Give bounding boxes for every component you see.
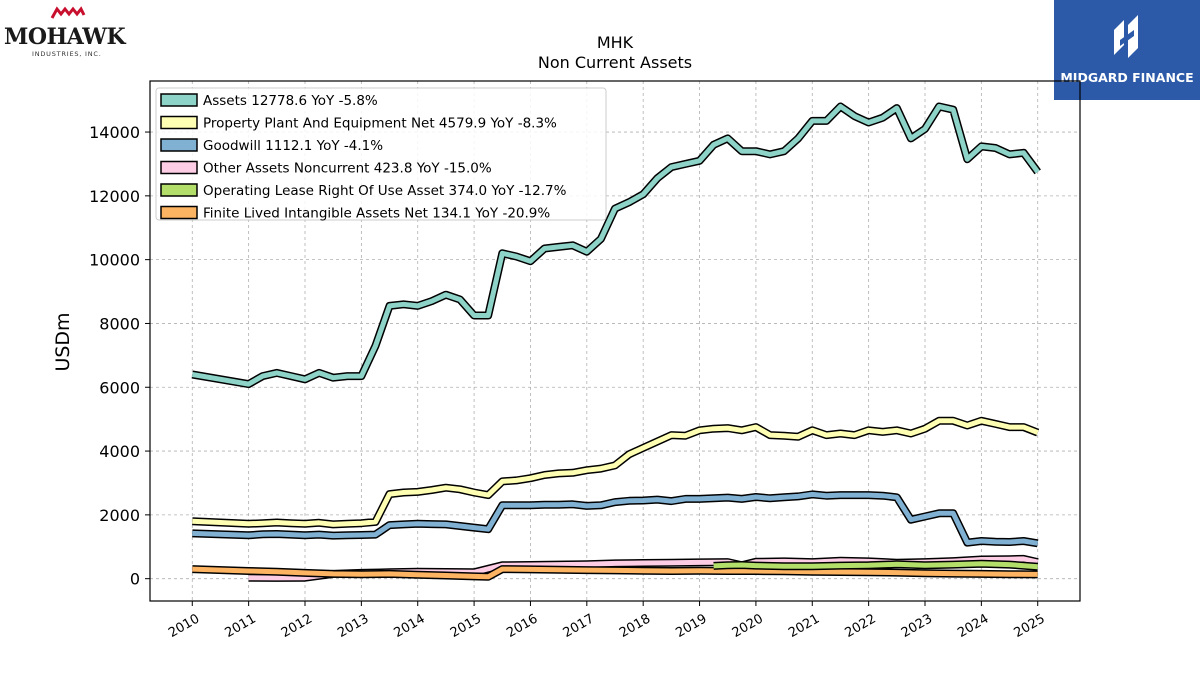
legend-label: Property Plant And Equipment Net 4579.9 … — [203, 116, 557, 132]
legend-swatch — [160, 115, 198, 130]
x-tick-label: 2018 — [617, 611, 653, 641]
x-tick-label: 2013 — [335, 611, 371, 641]
midgard-brand-name: MIDGARD FINANCE — [1060, 70, 1194, 85]
x-tick-label: 2023 — [899, 611, 935, 641]
x-axis-ticks: 2010 2011 2012 2013 2014 2015 2016 2017 2018 2019… — [166, 601, 1048, 641]
series-line-property-plant-and-equipment-net — [192, 418, 1039, 527]
y-axis-ticks: 0 2000 4000 6000 8000 10000 12000 14000 — [89, 123, 150, 589]
legend-swatch — [160, 160, 198, 175]
series-outline-property-plant-and-equipment-net — [192, 416, 1040, 529]
y-axis-label: USDm — [52, 312, 74, 371]
legend: Assets 12778.6 YoY -5.8% Property Plant A… — [155, 87, 607, 222]
x-tick-label: 2025 — [1012, 611, 1048, 641]
legend-label: Goodwill 1112.1 YoY -4.1% — [203, 138, 383, 154]
x-tick-label: 2022 — [842, 611, 878, 641]
y-tick-label: 14000 — [89, 123, 140, 142]
x-tick-label: 2024 — [955, 611, 991, 641]
plot-frame — [149, 80, 1081, 602]
x-tick-label: 2019 — [673, 611, 709, 641]
y-tick-label: 10000 — [89, 251, 140, 270]
midgard-finance-logo: MIDGARD FINANCE — [1054, 0, 1200, 100]
chart-title: MHK — [597, 33, 634, 52]
legend-swatch — [160, 93, 198, 107]
plot-area — [191, 102, 1041, 582]
mohawk-wordmark: MOHAWK — [4, 24, 126, 50]
series-line-assets — [191, 104, 1040, 387]
y-tick-label: 12000 — [89, 187, 140, 206]
legend-swatch — [160, 205, 198, 220]
mohawk-subtitle: INDUSTRIES, INC. — [32, 50, 102, 58]
legend-label: Operating Lease Right Of Use Asset 374.0… — [203, 183, 567, 199]
x-tick-label: 2015 — [448, 611, 484, 641]
y-tick-label: 6000 — [99, 378, 140, 397]
y-tick-label: 0 — [130, 570, 140, 589]
mohawk-chevrons-icon — [50, 6, 86, 19]
legend-swatch — [160, 138, 198, 152]
x-tick-label: 2021 — [786, 611, 822, 641]
x-tick-label: 2012 — [279, 611, 315, 641]
x-tick-label: 2017 — [561, 611, 597, 641]
y-tick-label: 2000 — [99, 506, 140, 525]
legend-label: Finite Lived Intangible Assets Net 134.1… — [203, 206, 550, 222]
y-tick-label: 4000 — [99, 442, 140, 461]
x-tick-label: 2014 — [392, 611, 428, 641]
x-tick-label: 2011 — [222, 611, 258, 641]
legend-swatch — [160, 183, 198, 197]
series-line-goodwill — [192, 491, 1039, 546]
mohawk-logo: MOHAWK INDUSTRIES, INC. — [4, 4, 130, 60]
x-tick-label: 2010 — [166, 611, 202, 641]
chart-subtitle: Non Current Assets — [538, 53, 692, 72]
legend-label: Assets 12778.6 YoY -5.8% — [203, 93, 378, 109]
legend-label: Other Assets Noncurrent 423.8 YoY -15.0% — [203, 161, 492, 177]
series-line-finite-lived-intangible-assets-net — [192, 566, 1038, 580]
midgard-emblem-icon — [1114, 15, 1138, 58]
x-tick-label: 2016 — [504, 611, 540, 641]
legend-box — [155, 87, 607, 221]
x-tick-label: 2020 — [730, 611, 766, 641]
y-tick-label: 8000 — [99, 314, 140, 333]
series-line-operating-lease-right-of-use-asset — [713, 561, 1038, 570]
